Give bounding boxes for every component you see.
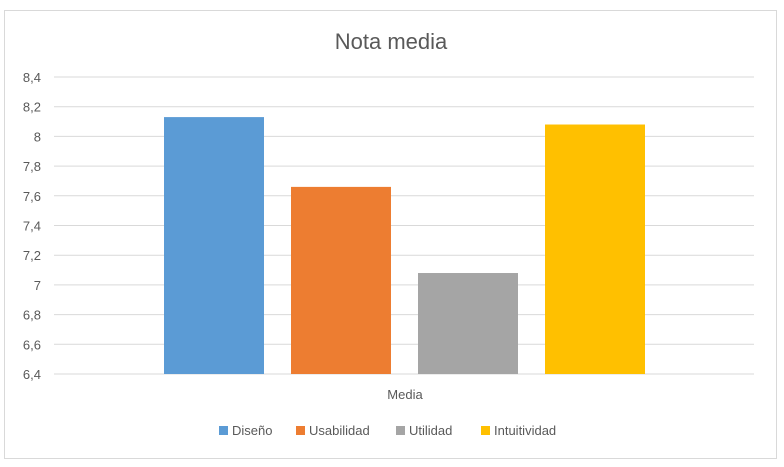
- bar-utilidad: [418, 273, 518, 374]
- legend-swatch: [481, 426, 490, 435]
- y-tick-label: 7,4: [23, 219, 41, 234]
- y-tick-label: 6,6: [23, 337, 41, 352]
- legend-label: Intuitividad: [494, 423, 556, 438]
- bar-usabilidad: [291, 186, 391, 374]
- y-tick-label: 7: [34, 278, 41, 293]
- y-tick-label: 7,2: [23, 248, 41, 263]
- y-tick-label: 8,4: [23, 70, 41, 85]
- y-tick-label: 6,8: [23, 308, 41, 323]
- legend-label: Utilidad: [409, 423, 452, 438]
- y-tick-label: 7,8: [23, 159, 41, 174]
- legend-label: Usabilidad: [309, 423, 370, 438]
- y-tick-label: 6,4: [23, 367, 41, 382]
- gridlines: [54, 76, 754, 375]
- y-tick-label: 8: [34, 129, 41, 144]
- legend-swatch: [396, 426, 405, 435]
- legend-swatch: [219, 426, 228, 435]
- y-tick-label: 8,2: [23, 100, 41, 115]
- legend-label: Diseño: [232, 423, 272, 438]
- x-tick-label: Media: [387, 387, 423, 402]
- y-axis-ticks: 6,4 6,6 6,8 7 7,2 7,4 7,6 7,8 8 8,2 8,4: [23, 70, 41, 382]
- bar-intuitividad: [545, 124, 645, 375]
- y-tick-label: 7,6: [23, 189, 41, 204]
- chart-title: Nota media: [335, 29, 448, 54]
- legend-swatch: [296, 426, 305, 435]
- bars: [164, 117, 645, 375]
- legend: Diseño Usabilidad Utilidad Intuitividad: [219, 423, 556, 438]
- bar-diseno: [164, 117, 264, 374]
